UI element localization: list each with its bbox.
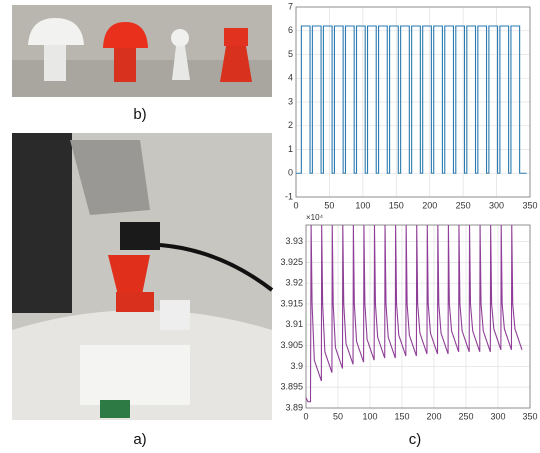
x-tick-label: 0 [293,200,298,210]
x-tick-label: 100 [362,411,377,421]
y-tick-label: 3.93 [285,236,303,246]
y-multiplier: ×10⁴ [306,213,324,222]
y-tick-label: 2 [288,120,293,130]
panel-label: b) [133,106,146,123]
y-tick-label: 1 [288,144,293,154]
data-line [305,224,523,403]
photo-b [12,5,272,97]
y-tick-label: 3.905 [280,340,303,350]
x-tick-label: 250 [456,200,471,210]
y-tick-label: 5 [288,49,293,59]
panel-label: c) [409,431,422,448]
y-tick-label: -1 [285,191,293,201]
y-tick-label: 3.915 [280,298,303,308]
x-tick-label: 200 [422,200,437,210]
x-tick-label: 50 [324,200,334,210]
y-tick-label: 3.9 [290,361,303,371]
x-tick-label: 350 [522,411,537,421]
y-tick-label: 4 [288,73,293,83]
y-tick-label: 7 [288,1,293,11]
x-tick-label: 250 [458,411,473,421]
panel-label: a) [133,431,146,448]
x-tick-label: 300 [489,200,504,210]
x-tick-label: 150 [394,411,409,421]
x-tick-label: 100 [355,200,370,210]
y-tick-label: 3.91 [285,319,303,329]
y-tick-label: 3.925 [280,257,303,267]
y-tick-label: 3 [288,96,293,106]
y-tick-label: 6 [288,25,293,35]
axes-box [305,224,531,409]
x-tick-label: 200 [426,411,441,421]
y-tick-label: 0 [288,168,293,178]
plot-area [306,225,530,408]
x-tick-label: 350 [522,200,537,210]
x-tick-label: 300 [490,411,505,421]
axes-box [295,6,531,198]
y-tick-label: 3.92 [285,278,303,288]
x-tick-label: 150 [389,200,404,210]
x-tick-label: 0 [303,411,308,421]
y-tick-label: 3.895 [280,382,303,392]
x-tick-label: 50 [333,411,343,421]
data-line [296,25,527,174]
photo-a [12,133,274,420]
y-tick-label: 3.89 [285,402,303,412]
